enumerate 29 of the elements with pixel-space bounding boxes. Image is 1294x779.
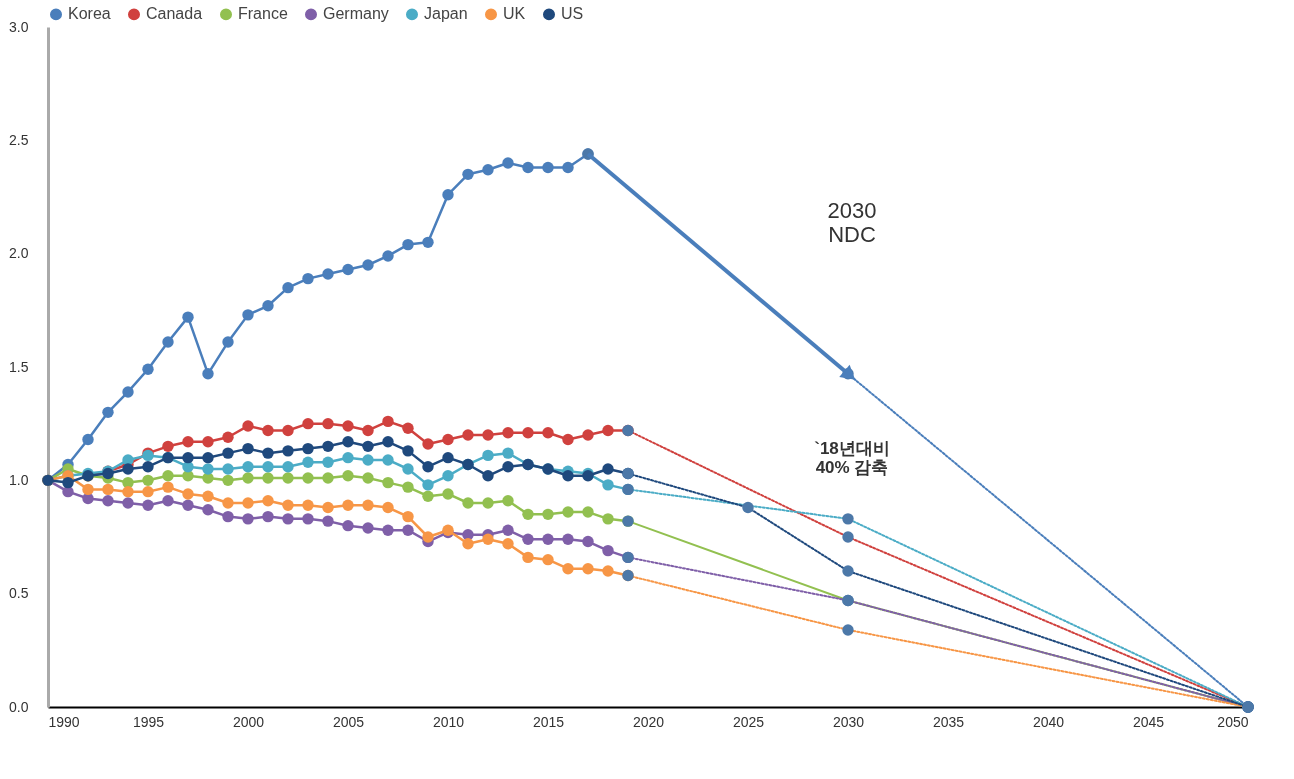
legend-label: Japan <box>424 5 468 23</box>
x-tick-label: 2035 <box>932 713 965 730</box>
x-tick-label: 1990 <box>48 713 80 730</box>
annotation: 2030 NDC <box>827 197 877 247</box>
x-tick-label: 2030 <box>832 713 865 730</box>
annotation: `18년대비 40% 감축 <box>814 438 890 477</box>
x-tick-label: 2020 <box>632 713 665 730</box>
legend-label: Korea <box>68 5 111 23</box>
legend-label: Germany <box>323 5 389 23</box>
y-tick-label: 3.0 <box>9 18 29 35</box>
legend-label: France <box>238 5 288 23</box>
y-tick-label: 0.5 <box>9 585 29 602</box>
legend-label: Canada <box>146 5 203 23</box>
y-tick-label: 2.5 <box>9 131 29 148</box>
x-tick-label: 2015 <box>532 713 565 730</box>
y-tick-label: 2.0 <box>9 245 29 262</box>
legend-label: UK <box>503 5 526 23</box>
legend-label: US <box>561 5 584 23</box>
y-tick-label: 1.5 <box>9 358 29 375</box>
x-tick-label: 2040 <box>1032 713 1065 730</box>
x-tick-label: 2025 <box>732 713 765 730</box>
x-tick-label: 2010 <box>432 713 465 730</box>
x-tick-label: 2045 <box>1132 713 1165 730</box>
x-tick-label: 2050 <box>1217 713 1249 730</box>
x-tick-label: 1995 <box>132 713 165 730</box>
x-tick-label: 2000 <box>232 713 265 730</box>
y-tick-label: 0.0 <box>9 698 29 715</box>
x-tick-label: 2005 <box>332 713 365 730</box>
y-tick-label: 1.0 <box>9 471 29 488</box>
